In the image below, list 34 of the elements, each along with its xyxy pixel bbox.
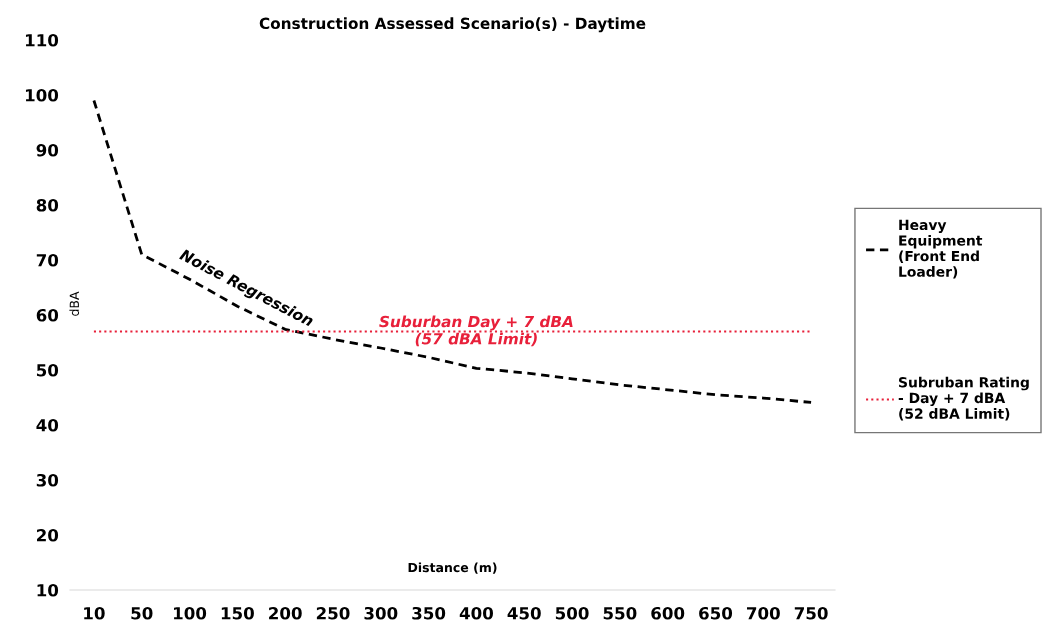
y-tick-label: 70 — [36, 253, 59, 267]
x-tick-label: 200 — [269, 606, 302, 620]
x-tick-label: 400 — [459, 606, 493, 620]
x-tick-label: 250 — [316, 606, 350, 620]
x-tick-label: 150 — [221, 606, 254, 620]
y-tick-label: 80 — [36, 198, 59, 212]
y-tick-label: 40 — [36, 418, 59, 432]
y-tick-label: 30 — [36, 473, 59, 487]
legend-label: Subruban Rating - Day + 7 dBA (52 dBA Limit) — [898, 376, 1029, 421]
x-tick-label: 550 — [603, 606, 637, 620]
x-tick-label: 350 — [412, 606, 446, 620]
annotation: Suburban Day + 7 dBA (57 dBA Limit) — [379, 315, 573, 347]
x-axis-title: Distance (m) — [408, 562, 497, 574]
x-tick-label: 700 — [747, 606, 780, 620]
x-tick-label: 100 — [174, 606, 207, 620]
y-axis-title: dBA — [69, 291, 80, 316]
chart-title: Construction Assessed Scenario(s) - Daytime — [259, 17, 646, 33]
x-tick-label: 500 — [555, 606, 589, 620]
y-tick-label: 100 — [25, 88, 59, 102]
x-tick-label: 650 — [699, 606, 733, 620]
x-tick-label: 10 — [84, 606, 105, 620]
y-tick-label: 60 — [36, 308, 59, 322]
y-tick-label: 110 — [25, 33, 59, 47]
line-series — [92, 99, 813, 404]
y-tick-label: 90 — [36, 143, 59, 157]
x-tick-label: 750 — [794, 606, 828, 620]
y-tick-label: 10 — [37, 583, 59, 597]
x-tick-label: 50 — [131, 606, 153, 620]
x-tick-label: 300 — [364, 606, 398, 620]
y-tick-label: 50 — [36, 363, 59, 377]
x-tick-label: 450 — [507, 606, 541, 620]
legend-label: Heavy Equipment (Front End Loader) — [899, 219, 983, 279]
x-tick-label: 600 — [651, 606, 685, 620]
y-tick-label: 20 — [37, 528, 59, 542]
